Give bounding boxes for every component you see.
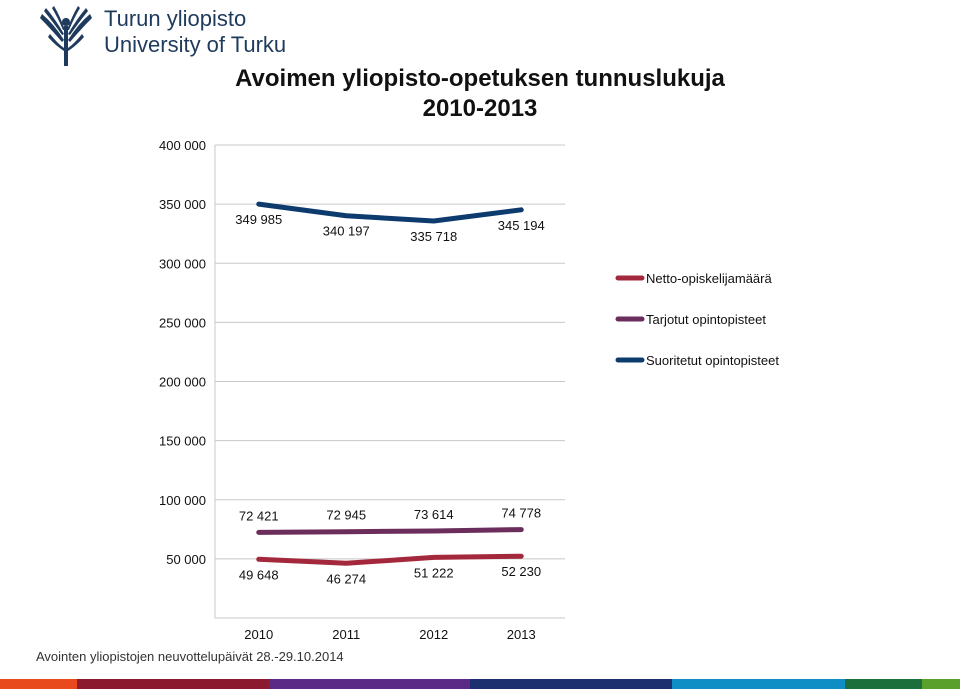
stripe-segment [76, 679, 269, 689]
data-label: 340 197 [323, 224, 370, 239]
stripe-segment [470, 679, 672, 689]
data-label: 72 421 [239, 508, 279, 523]
data-point [432, 529, 436, 533]
series-line-2 [256, 201, 524, 224]
data-point [257, 202, 261, 206]
logo-text-line1: Turun yliopisto [104, 6, 247, 31]
data-point [519, 554, 523, 558]
footer-text: Avointen yliopistojen neuvottelupäivät 2… [36, 649, 344, 664]
legend-label: Tarjotut opintopisteet [646, 312, 766, 327]
y-tick-label: 150 000 [159, 434, 206, 449]
y-tick-label: 100 000 [159, 493, 206, 508]
chart-title-line1: Avoimen yliopisto-opetuksen tunnuslukuja [235, 65, 725, 92]
data-label: 335 718 [410, 229, 457, 244]
data-point [257, 557, 261, 561]
series-line-0 [256, 553, 524, 566]
data-point [344, 530, 348, 534]
data-point [344, 561, 348, 565]
data-label: 73 614 [414, 507, 454, 522]
series-line-1 [256, 527, 524, 535]
data-label: 46 274 [326, 571, 366, 586]
stripe-segment [844, 679, 922, 689]
torch-emblem-icon [40, 6, 92, 66]
stripe-segment [268, 679, 471, 689]
x-tick-label: 2010 [244, 627, 273, 642]
data-label: 345 194 [498, 218, 545, 233]
y-tick-label: 50 000 [166, 552, 206, 567]
x-tick-label: 2011 [332, 627, 360, 642]
x-tick-label: 2012 [419, 627, 448, 642]
y-tick-label: 300 000 [159, 256, 206, 271]
legend-label: Netto-opiskelijamäärä [646, 271, 772, 286]
stripe-segment [921, 679, 960, 689]
data-label: 52 230 [501, 564, 541, 579]
university-logo: Turun yliopisto University of Turku [36, 4, 286, 68]
stripe-segment [671, 679, 845, 689]
chart-title-line2: 2010-2013 [422, 95, 538, 122]
data-point [519, 208, 523, 212]
data-point [519, 528, 523, 532]
chart-title: Avoimen yliopisto-opetuksen tunnuslukuja… [150, 64, 810, 124]
data-label: 72 945 [326, 508, 366, 523]
x-tick-label: 2013 [507, 627, 536, 642]
brand-color-stripe [0, 679, 960, 689]
y-tick-label: 250 000 [159, 315, 206, 330]
y-tick-label: 350 000 [159, 197, 206, 212]
data-point [432, 555, 436, 559]
data-point [257, 530, 261, 534]
legend-label: Suoritetut opintopisteet [646, 353, 779, 368]
data-label: 51 222 [414, 565, 454, 580]
y-tick-label: 200 000 [159, 375, 206, 390]
stripe-segment [0, 679, 77, 689]
data-label: 74 778 [501, 506, 541, 521]
logo-text-line2: University of Turku [104, 32, 287, 57]
data-point [344, 214, 348, 218]
data-label: 349 985 [235, 212, 282, 227]
data-point [432, 219, 436, 223]
y-tick-label: 400 000 [159, 138, 206, 153]
data-label: 49 648 [239, 567, 279, 582]
